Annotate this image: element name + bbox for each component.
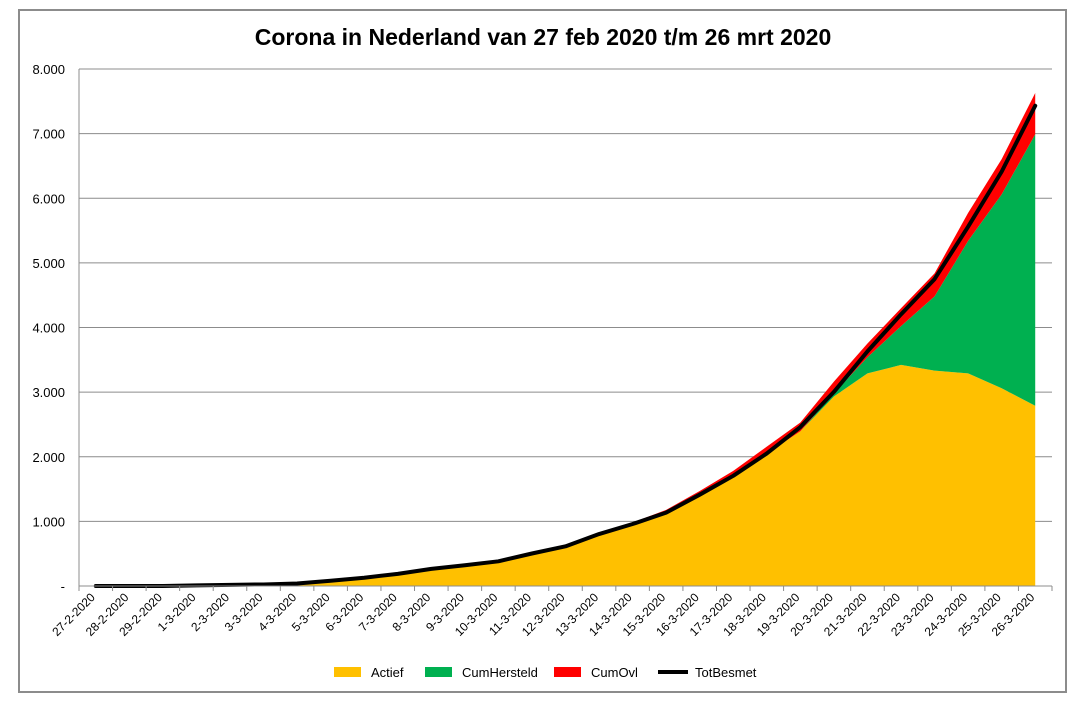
legend-swatch-actief — [334, 667, 361, 677]
y-tick-label: 2.000 — [32, 450, 65, 465]
series-lines — [93, 103, 1038, 588]
y-tick-label: 7.000 — [32, 127, 65, 142]
line-totbesmet — [93, 103, 1038, 588]
y-tick-label: 6.000 — [32, 191, 65, 206]
y-tick-label: 5.000 — [32, 256, 65, 271]
y-tick-label: 1.000 — [32, 514, 65, 529]
legend-label-cumhersteld: CumHersteld — [462, 665, 538, 680]
y-tick-label: 8.000 — [32, 62, 65, 77]
stacked-areas — [95, 92, 1036, 586]
area-actief — [95, 364, 1036, 586]
y-tick-label: - — [61, 579, 65, 594]
chart-title: Corona in Nederland van 27 feb 2020 t/m … — [255, 24, 832, 50]
y-tick-label: 3.000 — [32, 385, 65, 400]
y-axis-ticks: - 1.000 2.000 3.000 4.000 5.000 6.000 7.000 8.00… — [32, 62, 65, 594]
y-tick-label: 4.000 — [32, 321, 65, 336]
legend-label-totbesmet: TotBesmet — [695, 665, 757, 680]
legend: Actief CumHersteld CumOvl TotBesmet — [334, 665, 757, 680]
legend-label-actief: Actief — [371, 665, 404, 680]
legend-swatch-cumhersteld — [425, 667, 452, 677]
axes — [78, 69, 1053, 591]
legend-label-cumovl: CumOvl — [591, 665, 638, 680]
legend-swatch-cumovl — [554, 667, 581, 677]
x-axis-ticks: 27-2-202028-2-202029-2-20201-3-20202-3-2… — [49, 590, 1037, 639]
